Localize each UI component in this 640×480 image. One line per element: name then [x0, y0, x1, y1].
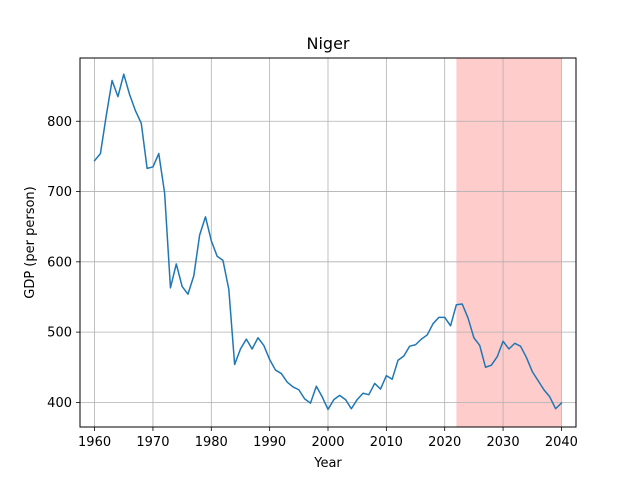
x-tick-label: 1980: [195, 435, 228, 450]
y-tick-label: 600: [47, 255, 72, 270]
forecast-highlight-band: [456, 58, 562, 427]
x-tick-label: 1990: [253, 435, 286, 450]
chart-title: Niger: [307, 34, 350, 53]
x-tick-label: 1970: [136, 435, 169, 450]
series-line: [93, 73, 563, 411]
x-tick-label: 2020: [428, 435, 461, 450]
forecast-highlight-layer: [456, 58, 562, 427]
y-axis-label: GDP (per person): [23, 186, 38, 299]
grid-layer: [80, 58, 576, 427]
y-tick-label: 800: [47, 115, 72, 130]
tick-layer: 1960 1970 1980 1990 2000 2010 2020 2030 2040 400 5…: [47, 115, 578, 450]
x-axis-label: Year: [313, 456, 342, 471]
x-tick-label: 2030: [487, 435, 520, 450]
series-line-layer: [93, 73, 563, 411]
x-tick-label: 1960: [78, 435, 111, 450]
x-tick-label: 2010: [370, 435, 403, 450]
x-tick-label: 2000: [311, 435, 344, 450]
y-tick-label: 700: [47, 185, 72, 200]
y-tick-label: 500: [47, 326, 72, 341]
x-tick-label: 2040: [545, 435, 578, 450]
y-tick-label: 400: [47, 396, 72, 411]
